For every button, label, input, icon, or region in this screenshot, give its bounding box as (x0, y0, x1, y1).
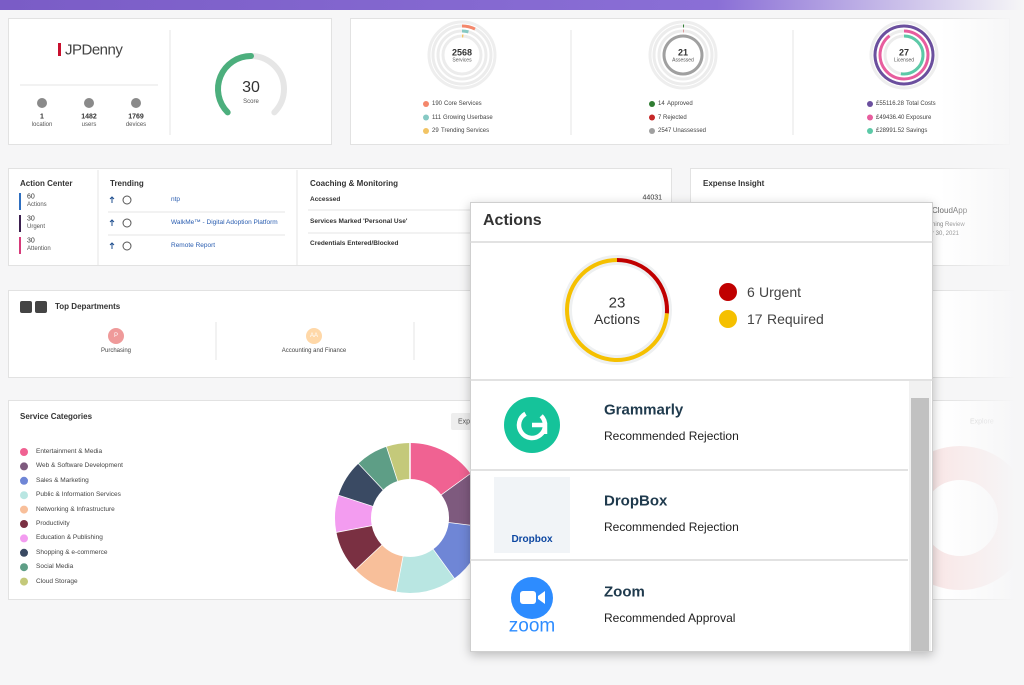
nav-button[interactable] (35, 301, 47, 313)
score-value: 30 (242, 79, 260, 96)
category-name: Sales & Marketing (36, 476, 89, 484)
category-name: Productivity (36, 519, 70, 527)
donut-label: Actions (594, 311, 640, 327)
legend-label: Approved (667, 101, 693, 107)
legend-label: Required (767, 311, 824, 327)
section-title: Action Center (20, 179, 73, 188)
legend-value: 6 (747, 284, 755, 300)
legend-value: 2547 (658, 128, 672, 134)
ring-label: Licensed (893, 57, 915, 64)
action-label: Attention (27, 246, 51, 252)
nav-button[interactable] (20, 301, 32, 313)
section-title: Expense Insight (703, 179, 765, 188)
department-initials: AA (309, 333, 319, 339)
action-value: 30 (27, 237, 35, 245)
action-bar (19, 193, 21, 210)
stat-label: location (31, 122, 53, 128)
section-title: Top Departments (55, 302, 121, 311)
legend-label: Growing Userbase (443, 114, 493, 121)
summary-card (350, 18, 1010, 145)
stat-value: 1 (40, 113, 44, 121)
action-label: Actions (27, 202, 47, 208)
legend-label: Trending Services (441, 128, 490, 134)
coaching-label: Accessed (310, 195, 341, 203)
action-bar (19, 237, 21, 254)
legend-value: £55116.28 (876, 101, 904, 107)
legend-label: Unassessed (673, 128, 707, 134)
top-bar (0, 0, 1024, 10)
legend-value: £49436.40 (876, 114, 905, 121)
score-label: Score (243, 99, 259, 105)
stat-value: 1482 (81, 113, 97, 121)
stat-label: devices (125, 122, 147, 128)
category-name: Social Media (36, 562, 74, 570)
legend-label: Core Services (444, 101, 482, 107)
action-bar (19, 215, 21, 232)
section-title: Trending (110, 179, 144, 188)
app-recommendation: Recommended Rejection (604, 429, 739, 443)
app-name[interactable]: Zoom (604, 583, 645, 601)
actions-popup (470, 202, 933, 652)
logo: JPDenny (65, 41, 123, 59)
zoom-wordmark: zoom (508, 615, 556, 637)
legend-value: 29 (432, 128, 439, 134)
department-name: Accounting and Finance (281, 348, 347, 354)
edge-fade (940, 10, 1024, 685)
legend-value: 190 (432, 101, 443, 107)
section-title: Coaching & Monitoring (310, 179, 398, 188)
coaching-label: Credentials Entered/Blocked (310, 239, 399, 247)
coaching-label: Services Marked 'Personal Use' (310, 217, 408, 225)
trending-item[interactable]: Remote Report (171, 241, 216, 249)
department-initials: P (113, 333, 119, 339)
button-label[interactable]: Exp (458, 418, 471, 426)
category-name: Shopping & e-commerce (36, 548, 108, 556)
legend-value: 111 (432, 114, 442, 121)
dropbox-wordmark: Dropbox (511, 534, 553, 545)
account-card (8, 18, 332, 145)
app-recommendation: Recommended Rejection (604, 520, 739, 534)
ring-label: Services (452, 57, 472, 64)
legend-label: Total Costs (906, 101, 936, 107)
action-value: 60 (27, 193, 35, 201)
category-name: Cloud Storage (36, 577, 78, 585)
category-name: Public & Information Services (36, 490, 121, 498)
section-title: Service Categories (20, 412, 93, 421)
app-name[interactable]: Grammarly (604, 401, 684, 419)
scrollbar-thumb[interactable] (911, 398, 929, 651)
ring-value: 2568 (451, 47, 473, 58)
trending-item[interactable]: WalkMe™ - Digital Adoption Platform (171, 218, 278, 226)
legend-value: 14 (658, 101, 665, 107)
ring-value: 21 (677, 47, 689, 58)
action-label: Urgent (27, 224, 46, 230)
legend-label: Rejected (663, 114, 687, 121)
legend-label: Savings (906, 128, 928, 134)
popup-title: Actions (483, 212, 542, 229)
logo-bar (58, 43, 61, 56)
dropbox-tile (494, 477, 570, 553)
category-name: Entertainment & Media (36, 447, 103, 455)
legend-value: £28991.52 (876, 128, 905, 134)
department-name: Purchasing (100, 348, 132, 354)
legend-value: 7 (658, 114, 662, 121)
app-recommendation: Recommended Approval (604, 611, 736, 625)
category-name: Web & Software Development (36, 462, 123, 470)
app-name[interactable]: DropBox (604, 492, 668, 510)
action-value: 30 (27, 215, 35, 223)
coaching-value: 44031 (642, 194, 662, 202)
category-name: Education & Publishing (36, 534, 103, 542)
donut-total: 23 (608, 294, 626, 312)
legend-label: Exposure (906, 114, 932, 121)
ring-label: Assessed (672, 57, 694, 64)
ring-value: 27 (898, 47, 910, 58)
legend-value: 17 (747, 311, 763, 327)
trending-item[interactable]: ntp (171, 195, 181, 203)
legend-label: Urgent (759, 284, 802, 300)
category-name: Networking & Infrastructure (36, 505, 115, 513)
stat-value: 1769 (128, 113, 144, 121)
stat-label: users (81, 122, 97, 128)
